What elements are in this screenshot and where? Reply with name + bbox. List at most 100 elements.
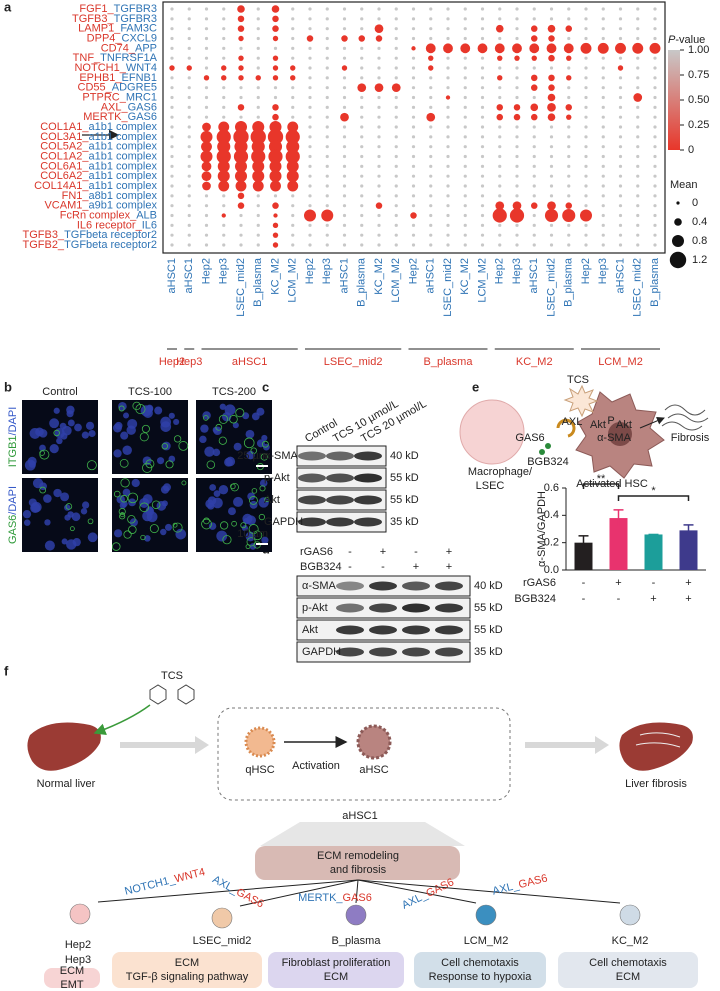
nucleus (122, 445, 132, 455)
dot (308, 76, 312, 80)
dot (425, 43, 436, 54)
dot (325, 105, 329, 109)
dot (204, 95, 209, 100)
dot (429, 164, 433, 168)
dot (360, 105, 364, 109)
nucleus (85, 421, 95, 430)
dot (515, 135, 519, 139)
dot (325, 243, 329, 247)
dot (584, 204, 588, 208)
stain (201, 518, 212, 530)
nucleus (261, 536, 269, 544)
nucleus (131, 478, 140, 488)
dot (291, 27, 295, 31)
dot (584, 86, 588, 90)
dot (653, 66, 657, 70)
stain (127, 515, 136, 524)
dot (187, 105, 191, 109)
cell-label: LSEC_mid2 (193, 935, 252, 947)
dot (377, 154, 381, 159)
arrow (93, 704, 151, 735)
dot (170, 125, 174, 129)
dot (342, 46, 347, 50)
nucleus (219, 403, 226, 410)
nucleus (209, 484, 217, 491)
dot (584, 135, 588, 139)
dot (221, 65, 227, 71)
dot (377, 184, 381, 188)
nucleus (218, 484, 229, 495)
nucleus (71, 512, 81, 522)
dot (653, 76, 657, 80)
stain (123, 530, 132, 539)
diagram-label: Normal liver (37, 778, 96, 790)
band-label: α-SMA (302, 580, 337, 592)
dot (360, 56, 364, 60)
dot (202, 181, 211, 191)
nucleus (228, 507, 236, 516)
nucleus (60, 492, 70, 502)
dot (549, 164, 554, 168)
panel-f: TCS Normal liver qHSC Activation aHSC Liver f… (27, 670, 698, 991)
dot (463, 125, 467, 129)
group-label: B_plasma (424, 356, 474, 368)
stain (127, 492, 139, 504)
dot (549, 125, 554, 129)
row-label: IL6 receptor_IL6 (77, 219, 157, 231)
dot (632, 42, 644, 54)
receptor: a1b1 complex (89, 150, 158, 162)
dot (410, 212, 417, 219)
stain (141, 424, 150, 433)
dot (287, 121, 299, 133)
panel-label: a (4, 0, 12, 14)
stain (53, 429, 60, 437)
dot (325, 135, 329, 139)
dot (272, 25, 279, 32)
stain (139, 502, 149, 513)
dot (514, 55, 520, 61)
legend-title: P-value (668, 34, 705, 46)
dot (187, 27, 191, 31)
dot (429, 95, 433, 100)
dot (222, 204, 226, 208)
dot (251, 149, 266, 164)
nucleus (207, 496, 217, 505)
dot (496, 113, 503, 121)
dot (360, 204, 364, 208)
dot (357, 83, 367, 93)
dot (239, 233, 243, 237)
dot (601, 7, 605, 11)
dot (308, 145, 312, 149)
nucleus (173, 418, 180, 425)
dot (187, 145, 191, 149)
nucleus (249, 543, 257, 550)
dot (549, 194, 554, 198)
panel-label: f (4, 663, 9, 678)
dot (377, 125, 381, 129)
dot (377, 164, 381, 168)
stain (235, 408, 245, 418)
dot (394, 223, 398, 227)
dot (394, 105, 398, 109)
dot (463, 135, 467, 139)
dot (463, 115, 467, 119)
column-label: Hep2 (494, 258, 506, 284)
nucleus (49, 443, 59, 454)
dot (463, 105, 467, 109)
dot (269, 160, 282, 173)
group-label: Hep2 (159, 356, 185, 368)
dot (636, 125, 640, 129)
dot (636, 7, 640, 11)
dot (617, 65, 624, 71)
dot (342, 76, 347, 80)
dot (446, 184, 450, 188)
dot (446, 17, 450, 21)
stain (140, 534, 146, 541)
dot (480, 184, 485, 188)
diagram-label: Akt (590, 419, 606, 431)
dot (480, 174, 485, 178)
dot (463, 17, 467, 21)
dot (597, 42, 609, 54)
dot (584, 105, 588, 109)
group-label: LCM_M2 (598, 356, 643, 368)
